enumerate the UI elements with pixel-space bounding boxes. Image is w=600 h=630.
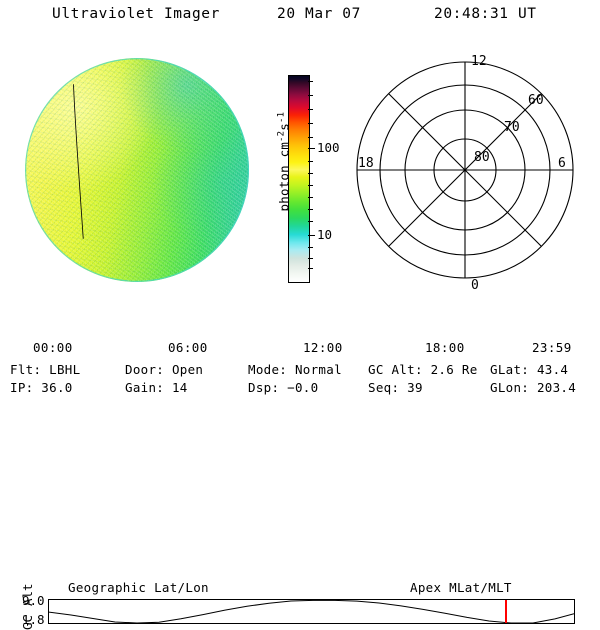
- header-bar: Ultraviolet Imager 20 Mar 07 20:48:31 UT: [0, 6, 600, 28]
- colorbar-tick-major-100: [308, 148, 315, 150]
- orbit-plot-area[interactable]: [48, 599, 575, 624]
- polar-mlt-label-0: 0: [471, 278, 479, 293]
- status-gc-alt: GC Alt: 2.6 Re: [368, 362, 478, 377]
- polar-axis-diag-b: [388, 93, 542, 247]
- orbit-ytick-low: 1.8: [22, 612, 45, 627]
- current-time-marker: [505, 600, 507, 623]
- status-gain: Gain: 14: [125, 380, 188, 395]
- colorbar-gradient[interactable]: [288, 75, 310, 283]
- status-seq: Seq: 39: [368, 380, 423, 395]
- instrument-title: Ultraviolet Imager: [52, 6, 220, 22]
- status-dsp: Dsp: −0.0: [248, 380, 319, 395]
- orbit-caption-apex: Apex MLat/MLT: [410, 580, 512, 595]
- polar-dial-svg[interactable]: 12 6 0 18 60 70 80: [352, 46, 582, 296]
- orbit-ytick-high: 9.0: [22, 593, 45, 608]
- time-tick-0: 00:00: [33, 340, 73, 355]
- colorbar-tick: [308, 109, 313, 110]
- colorbar-tick: [308, 221, 313, 222]
- orbit-caption-geographic: Geographic Lat/Lon: [68, 580, 209, 595]
- colorbar-label-10: 10: [317, 226, 333, 242]
- polar-lat-label-60: 60: [528, 93, 544, 108]
- status-glon: GLon: 203.4: [490, 380, 577, 395]
- colorbar-tick: [308, 137, 313, 138]
- colorbar-tick-major-10: [308, 235, 315, 237]
- colorbar-unit-exp-cm: -2: [276, 130, 287, 142]
- observation-time: 20:48:31 UT: [434, 6, 537, 22]
- colorbar-tick: [308, 173, 313, 174]
- disk-noise-texture: [25, 58, 249, 282]
- colorbar-tick: [308, 258, 313, 259]
- polar-mlt-label-12: 12: [471, 54, 487, 69]
- status-ip: IP: 36.0: [10, 380, 73, 395]
- status-footer: Flt: LBHL IP: 36.0 Door: Open Gain: 14 M…: [0, 362, 600, 398]
- polar-mlt-label-18: 18: [358, 156, 374, 171]
- polar-lat-label-70: 70: [504, 120, 520, 135]
- colorbar-tick: [308, 185, 313, 186]
- time-tick-2: 12:00: [303, 340, 343, 355]
- time-axis-ticks: 00:00 06:00 12:00 18:00 23:59: [0, 340, 600, 356]
- terminator-track-line: [73, 84, 84, 239]
- polar-lat-label-80: 80: [474, 150, 490, 165]
- status-door: Door: Open: [125, 362, 204, 377]
- polar-mlt-label-6: 6: [558, 156, 566, 171]
- polar-mlt-dial[interactable]: 12 6 0 18 60 70 80: [352, 46, 582, 296]
- time-tick-4: 23:59: [532, 340, 572, 355]
- disk-limb-edge: [25, 58, 249, 282]
- auroral-disk-image[interactable]: [25, 58, 249, 282]
- time-tick-3: 18:00: [425, 340, 465, 355]
- orbit-altitude-trace: [49, 600, 574, 623]
- colorbar-panel: photon cm-2s-1 100 10: [262, 62, 340, 294]
- status-glat: GLat: 43.4: [490, 362, 569, 377]
- status-mode: Mode: Normal: [248, 362, 342, 377]
- colorbar-tick: [308, 123, 313, 124]
- colorbar-tick: [308, 247, 313, 248]
- time-tick-1: 06:00: [168, 340, 208, 355]
- colorbar-tick: [308, 209, 313, 210]
- colorbar-tick: [308, 95, 313, 96]
- colorbar-tick: [308, 268, 313, 269]
- colorbar-tick: [308, 81, 313, 82]
- auroral-disk-panel[interactable]: [22, 54, 254, 286]
- colorbar-tick: [308, 197, 313, 198]
- colorbar-tick: [308, 161, 313, 162]
- colorbar-label-100: 100: [317, 139, 340, 155]
- status-filter: Flt: LBHL: [10, 362, 81, 377]
- orbit-trace-line: [49, 600, 574, 623]
- colorbar-unit-exp-s: -1: [276, 111, 287, 123]
- observation-date: 20 Mar 07: [277, 6, 361, 22]
